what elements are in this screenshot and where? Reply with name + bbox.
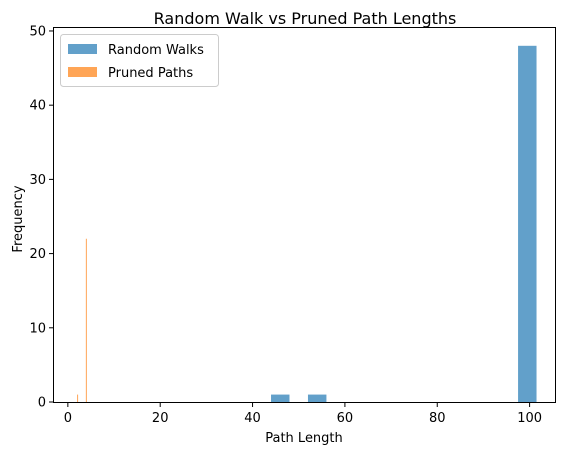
y-tick-label: 0 bbox=[38, 396, 46, 411]
y-tick-label: 50 bbox=[29, 24, 46, 39]
legend-label-pruned-paths: Pruned Paths bbox=[108, 66, 193, 81]
y-tick-label: 10 bbox=[29, 321, 46, 336]
legend-label-random-walks: Random Walks bbox=[108, 43, 204, 58]
x-tick-label: 40 bbox=[244, 411, 261, 426]
legend-swatch-random-walks bbox=[68, 44, 97, 54]
bar-random-walks bbox=[271, 394, 290, 402]
y-tick-label: 40 bbox=[29, 99, 46, 114]
bar-random-walks bbox=[518, 45, 537, 403]
bars-layer bbox=[77, 45, 537, 403]
legend: Random Walks Pruned Paths bbox=[60, 34, 219, 87]
y-axis-ticks: 0 10 20 30 40 50 bbox=[29, 24, 54, 411]
x-tick-label: 60 bbox=[337, 411, 354, 426]
legend-box bbox=[60, 34, 219, 87]
bar-pruned-paths bbox=[85, 238, 87, 402]
y-tick-label: 20 bbox=[29, 247, 46, 262]
y-axis-label: Frequency bbox=[11, 185, 26, 252]
x-tick-label: 20 bbox=[152, 411, 169, 426]
legend-swatch-pruned-paths bbox=[68, 67, 97, 77]
bar-random-walks bbox=[307, 394, 327, 402]
x-axis-ticks: 0 20 40 60 80 100 bbox=[64, 402, 542, 426]
x-tick-label: 100 bbox=[517, 411, 542, 426]
x-tick-label: 80 bbox=[429, 411, 446, 426]
bar-pruned-paths bbox=[77, 394, 79, 402]
y-tick-label: 30 bbox=[29, 173, 46, 188]
plot-frame bbox=[53, 27, 556, 403]
x-axis-label: Path Length bbox=[265, 431, 343, 446]
chart-title: Random Walk vs Pruned Path Lengths bbox=[154, 9, 457, 28]
x-tick-label: 0 bbox=[64, 411, 72, 426]
